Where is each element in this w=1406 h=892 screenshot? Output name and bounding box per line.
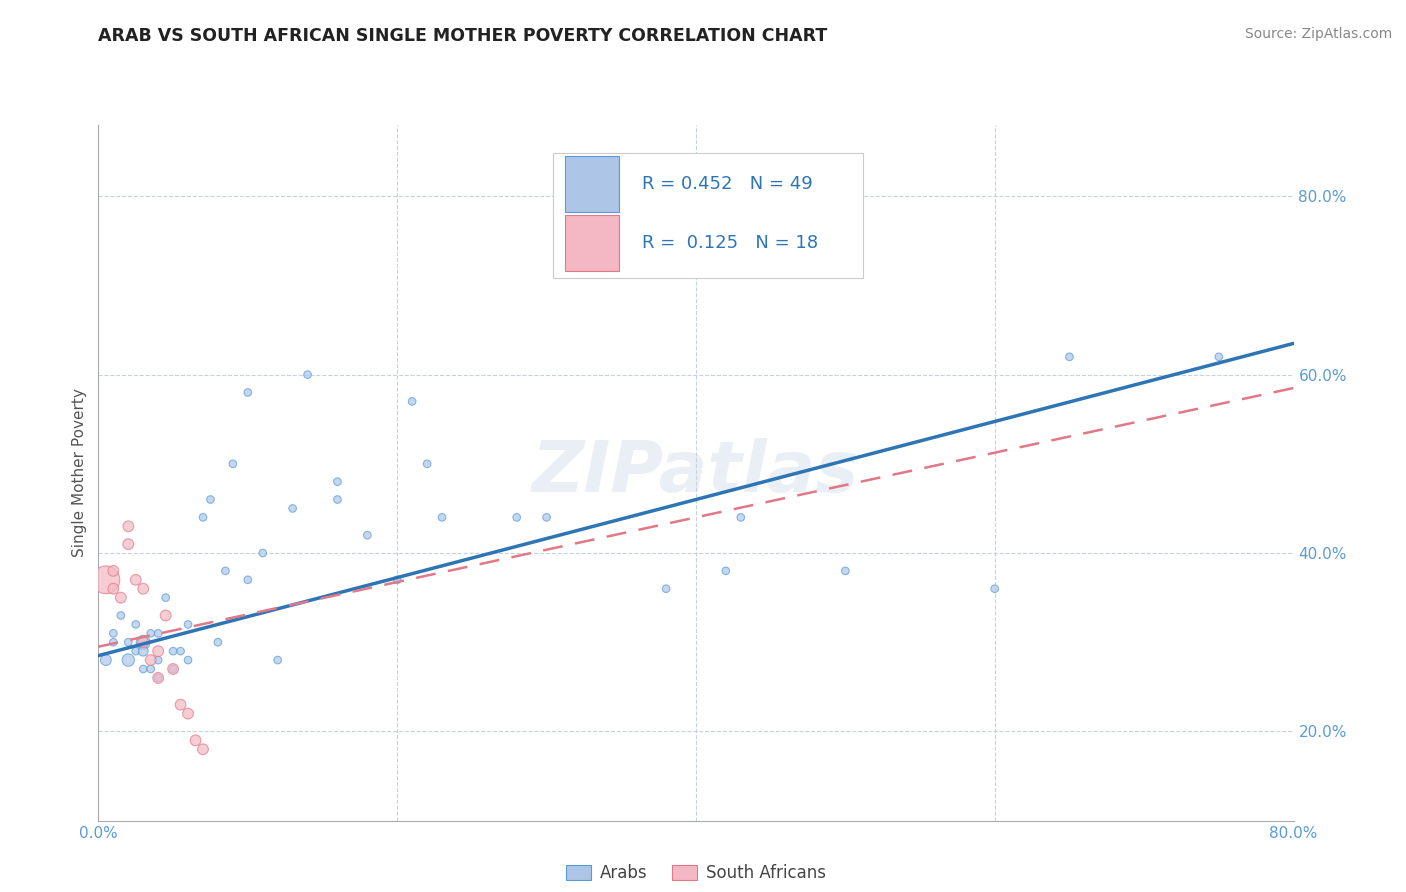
Point xyxy=(132,644,155,658)
Point xyxy=(125,573,148,587)
Point xyxy=(536,510,558,524)
Point xyxy=(132,635,155,649)
FancyBboxPatch shape xyxy=(553,153,863,278)
Point xyxy=(103,564,125,578)
Point xyxy=(356,528,378,542)
Point xyxy=(191,510,214,524)
Point xyxy=(714,564,737,578)
Point xyxy=(117,519,139,533)
Point xyxy=(169,644,191,658)
Point xyxy=(110,608,132,623)
Point xyxy=(94,573,117,587)
Point xyxy=(506,510,529,524)
Text: ZIPatlas: ZIPatlas xyxy=(533,438,859,508)
Point xyxy=(148,671,170,685)
Point xyxy=(162,644,184,658)
Point xyxy=(132,582,155,596)
Point xyxy=(103,635,125,649)
Text: Source: ZipAtlas.com: Source: ZipAtlas.com xyxy=(1244,27,1392,41)
Point xyxy=(655,582,678,596)
Point xyxy=(214,564,236,578)
Point xyxy=(401,394,423,409)
Point xyxy=(281,501,304,516)
Point xyxy=(117,537,139,551)
Point xyxy=(169,698,191,712)
FancyBboxPatch shape xyxy=(565,156,620,212)
Y-axis label: Single Mother Poverty: Single Mother Poverty xyxy=(72,388,87,558)
Text: ARAB VS SOUTH AFRICAN SINGLE MOTHER POVERTY CORRELATION CHART: ARAB VS SOUTH AFRICAN SINGLE MOTHER POVE… xyxy=(98,27,828,45)
Point xyxy=(267,653,290,667)
Point xyxy=(252,546,274,560)
Point xyxy=(730,510,752,524)
Point xyxy=(222,457,245,471)
Point xyxy=(834,564,856,578)
Point xyxy=(148,644,170,658)
Point xyxy=(103,582,125,596)
Point xyxy=(103,626,125,640)
Point xyxy=(326,475,349,489)
Point xyxy=(200,492,222,507)
Point xyxy=(110,591,132,605)
Point xyxy=(326,492,349,507)
Point xyxy=(148,626,170,640)
Point xyxy=(117,635,139,649)
Legend: Arabs, South Africans: Arabs, South Africans xyxy=(560,857,832,888)
Point xyxy=(177,706,200,721)
Point xyxy=(430,510,453,524)
Point xyxy=(177,653,200,667)
Point xyxy=(132,635,155,649)
Point xyxy=(94,653,117,667)
Point xyxy=(125,617,148,632)
Point xyxy=(416,457,439,471)
Point xyxy=(236,573,259,587)
Point xyxy=(162,662,184,676)
Point xyxy=(297,368,319,382)
Point xyxy=(117,653,139,667)
Point xyxy=(139,653,162,667)
Text: R = 0.452   N = 49: R = 0.452 N = 49 xyxy=(643,175,813,193)
Point xyxy=(191,742,214,756)
Point xyxy=(125,644,148,658)
Point xyxy=(177,617,200,632)
Point xyxy=(385,573,409,587)
Point xyxy=(139,662,162,676)
Point xyxy=(983,582,1005,596)
Text: R =  0.125   N = 18: R = 0.125 N = 18 xyxy=(643,235,818,252)
Point xyxy=(139,626,162,640)
Point xyxy=(162,662,184,676)
Point xyxy=(155,608,177,623)
Point xyxy=(148,671,170,685)
Point xyxy=(132,662,155,676)
Point xyxy=(184,733,207,747)
Point xyxy=(1208,350,1230,364)
Point xyxy=(1059,350,1081,364)
Point xyxy=(155,591,177,605)
Point xyxy=(207,635,229,649)
FancyBboxPatch shape xyxy=(565,215,620,271)
Point xyxy=(236,385,259,400)
Point xyxy=(148,653,170,667)
